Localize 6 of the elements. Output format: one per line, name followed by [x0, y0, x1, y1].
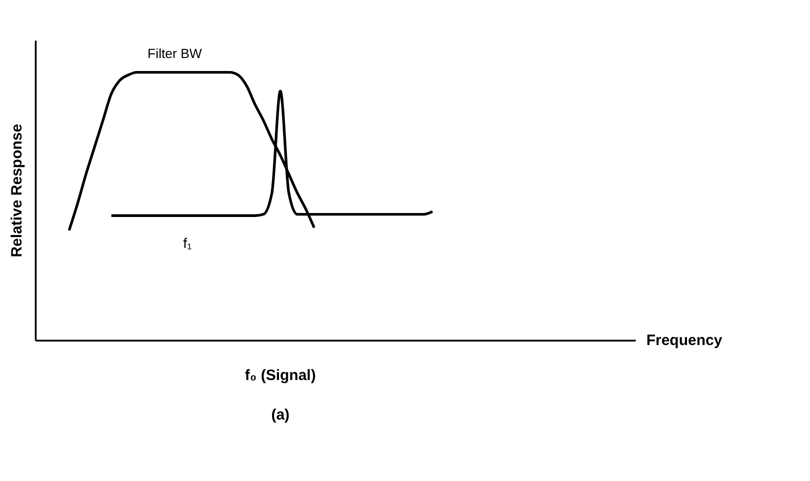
text: Filter BW — [148, 46, 202, 61]
y-axis-title: Relative Response — [8, 124, 26, 258]
text: f₀ (Signal) — [244, 366, 316, 384]
annotation: f₁ — [183, 235, 192, 252]
text: (a) — [271, 406, 290, 424]
x-axis-title: Frequency — [646, 332, 723, 350]
